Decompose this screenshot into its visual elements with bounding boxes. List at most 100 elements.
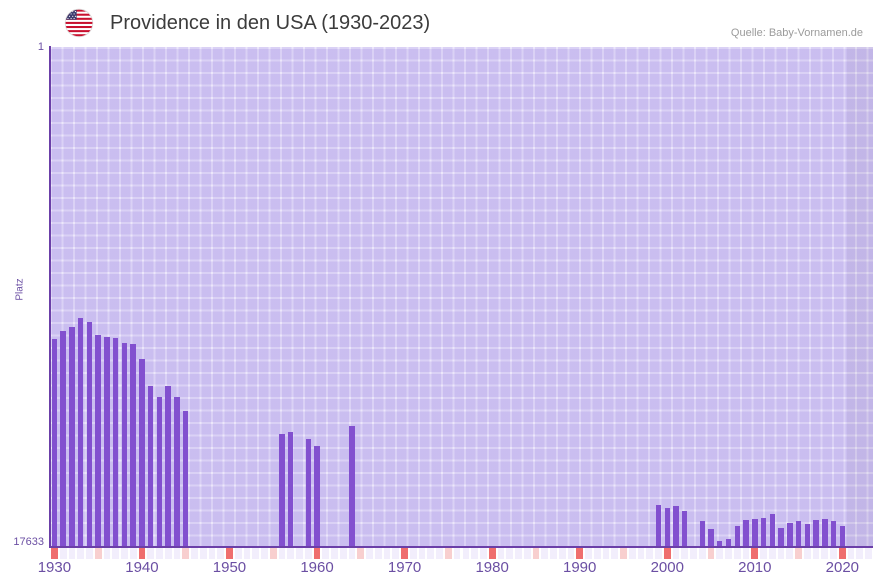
marker-cell-1934 xyxy=(86,548,93,559)
marker-cell-1946 xyxy=(191,548,198,559)
marker-cell-2015 xyxy=(795,548,802,559)
bar-1957[interactable] xyxy=(288,432,294,547)
marker-cell-1984 xyxy=(523,548,531,559)
bar-2019[interactable] xyxy=(830,521,837,547)
bar-2001[interactable] xyxy=(673,505,679,547)
marker-cell-2016 xyxy=(803,548,811,559)
bar-1938[interactable] xyxy=(121,342,128,547)
year-marker-strip xyxy=(50,548,873,559)
bar-1940[interactable] xyxy=(139,359,145,547)
bar-1935[interactable] xyxy=(95,335,101,547)
marker-cell-2008 xyxy=(733,548,741,559)
marker-cell-1931 xyxy=(59,548,67,559)
marker-cell-1954 xyxy=(261,548,268,559)
bar-1964[interactable] xyxy=(349,425,355,547)
bar-2020[interactable] xyxy=(839,525,846,547)
x-tick-2000: 2000 xyxy=(650,559,684,576)
marker-cell-1997 xyxy=(637,548,645,559)
marker-cell-2007 xyxy=(725,548,732,559)
marker-cell-1975 xyxy=(444,548,452,559)
marker-cell-2001 xyxy=(672,548,680,559)
bar-1939[interactable] xyxy=(130,344,136,547)
bar-1943[interactable] xyxy=(165,385,171,547)
bar-2013[interactable] xyxy=(778,527,784,547)
bar-2018[interactable] xyxy=(822,518,828,547)
marker-cell-2021 xyxy=(847,548,855,559)
marker-cell-1999 xyxy=(655,548,662,559)
bar-2014[interactable] xyxy=(787,523,793,547)
bar-1931[interactable] xyxy=(60,331,66,547)
marker-cell-2013 xyxy=(777,548,785,559)
marker-cell-1947 xyxy=(199,548,207,559)
x-tick-1940: 1940 xyxy=(125,559,159,576)
bar-1933[interactable] xyxy=(77,318,84,547)
bar-1959[interactable] xyxy=(305,439,311,547)
marker-cell-1964 xyxy=(348,548,356,559)
marker-cell-2005 xyxy=(707,548,715,559)
marker-cell-1932 xyxy=(68,548,76,559)
bar-2012[interactable] xyxy=(769,513,776,547)
marker-cell-1949 xyxy=(217,548,225,559)
marker-cell-1990 xyxy=(576,548,584,559)
marker-cell-2020 xyxy=(838,548,846,559)
bar-1937[interactable] xyxy=(112,337,119,547)
x-tick-1930: 1930 xyxy=(37,559,72,576)
bar-2016[interactable] xyxy=(804,524,811,547)
marker-cell-1991 xyxy=(585,548,592,559)
bar-1932[interactable] xyxy=(69,326,75,547)
marker-cell-1968 xyxy=(383,548,391,559)
bar-1936[interactable] xyxy=(104,336,110,547)
x-tick-2020: 2020 xyxy=(825,559,860,576)
marker-cell-2022 xyxy=(856,548,864,559)
marker-cell-2023 xyxy=(865,548,872,559)
bar-1930[interactable] xyxy=(51,338,58,547)
bar-1960[interactable] xyxy=(314,446,320,547)
marker-cell-1960 xyxy=(313,548,321,559)
marker-cell-1936 xyxy=(103,548,111,559)
marker-cell-1948 xyxy=(208,548,216,559)
y-axis-top-tick: 1 xyxy=(37,41,44,53)
bar-1999[interactable] xyxy=(655,504,662,547)
bar-1945[interactable] xyxy=(182,411,189,547)
marker-cell-1942 xyxy=(156,548,163,559)
marker-cell-1965 xyxy=(357,548,365,559)
plot-area xyxy=(50,47,873,547)
marker-cell-2002 xyxy=(681,548,689,559)
bar-2005[interactable] xyxy=(708,529,714,547)
y-axis-line xyxy=(49,46,51,548)
x-tick-1980: 1980 xyxy=(475,559,509,576)
marker-cell-1976 xyxy=(453,548,461,559)
bar-2004[interactable] xyxy=(699,521,705,547)
bar-2010[interactable] xyxy=(752,518,758,547)
x-axis-line xyxy=(49,546,873,548)
bar-2015[interactable] xyxy=(795,521,802,547)
bar-1942[interactable] xyxy=(156,397,163,547)
bar-2000[interactable] xyxy=(664,507,670,547)
bar-2011[interactable] xyxy=(760,517,767,547)
marker-cell-1956 xyxy=(278,548,286,559)
marker-cell-1969 xyxy=(392,548,400,559)
marker-cell-1940 xyxy=(138,548,146,559)
bar-1934[interactable] xyxy=(86,321,93,547)
marker-cell-1977 xyxy=(462,548,470,559)
us-flag-icon xyxy=(64,8,94,38)
projection-shaded-band xyxy=(846,47,873,547)
marker-cell-1941 xyxy=(147,548,155,559)
bar-1944[interactable] xyxy=(174,396,180,547)
bar-2007[interactable] xyxy=(725,538,732,547)
x-tick-1950: 1950 xyxy=(212,559,247,576)
bar-2002[interactable] xyxy=(682,510,688,547)
marker-cell-1985 xyxy=(532,548,540,559)
bar-1941[interactable] xyxy=(147,386,154,547)
bar-2017[interactable] xyxy=(813,520,819,547)
marker-cell-1989 xyxy=(567,548,575,559)
marker-cell-1988 xyxy=(558,548,566,559)
bar-2009[interactable] xyxy=(743,520,749,547)
y-axis-title: Platz xyxy=(14,278,26,301)
bar-1956[interactable] xyxy=(279,433,285,547)
marker-cell-2012 xyxy=(768,548,776,559)
bar-2006[interactable] xyxy=(717,541,723,547)
bar-2008[interactable] xyxy=(734,526,740,547)
marker-cell-1973 xyxy=(427,548,435,559)
